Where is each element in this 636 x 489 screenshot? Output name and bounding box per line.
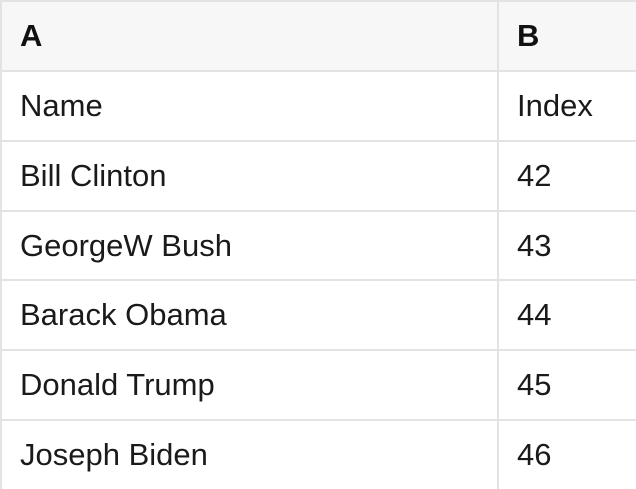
index-cell[interactable]: 45: [517, 367, 552, 403]
name-cell[interactable]: Joseph Biden: [2, 421, 499, 489]
column-header-b[interactable]: B: [499, 2, 636, 70]
table-row: Bill Clinton 42: [2, 141, 636, 212]
field-header-name-cell[interactable]: Name: [2, 71, 499, 140]
field-header-row: Name Index: [2, 71, 636, 142]
index-cell[interactable]: 43: [517, 227, 552, 263]
field-header-index-cell[interactable]: Index: [517, 87, 593, 123]
table-row: GeorgeW Bush 43: [2, 211, 636, 282]
index-cell[interactable]: 44: [517, 297, 552, 333]
column-header-a[interactable]: A: [2, 2, 499, 70]
table-row: Barack Obama 44: [2, 281, 636, 352]
table-row: Donald Trump 45: [2, 351, 636, 422]
name-cell[interactable]: Donald Trump: [2, 351, 499, 420]
table-row: Joseph Biden 46: [2, 421, 636, 489]
name-cell[interactable]: Barack Obama: [2, 281, 499, 350]
index-cell[interactable]: 46: [517, 437, 552, 473]
name-cell[interactable]: GeorgeW Bush: [2, 211, 499, 280]
name-cell[interactable]: Bill Clinton: [2, 141, 499, 210]
index-cell[interactable]: 42: [517, 157, 552, 193]
column-letters-row: A B: [2, 2, 636, 72]
